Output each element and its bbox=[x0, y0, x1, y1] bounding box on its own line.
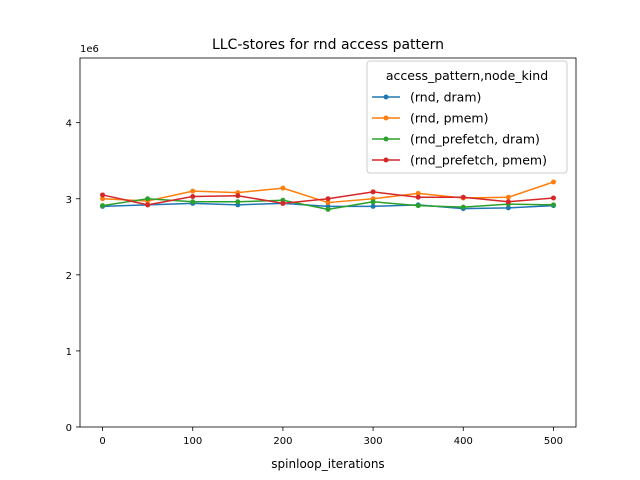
data-point bbox=[415, 203, 421, 209]
legend-title: access_pattern,node_kind bbox=[386, 68, 548, 83]
data-point bbox=[550, 195, 556, 201]
data-point bbox=[235, 199, 241, 205]
legend: access_pattern,node_kind (rnd, dram) (rnd… bbox=[366, 60, 568, 174]
chart-title: LLC-stores for rnd access pattern bbox=[212, 37, 444, 53]
data-point bbox=[550, 179, 556, 185]
data-point bbox=[415, 194, 421, 200]
data-point bbox=[505, 205, 511, 211]
plot-area: 0 100 200 300 400 500 0 1 2 3 4 bbox=[66, 57, 577, 447]
x-tick-label: 100 bbox=[183, 436, 202, 447]
data-point bbox=[460, 204, 466, 210]
y-tick-label: 0 bbox=[66, 423, 72, 434]
data-point bbox=[325, 196, 331, 202]
data-point bbox=[325, 206, 331, 212]
legend-label: (rnd_prefetch, dram) bbox=[410, 132, 540, 147]
data-point bbox=[460, 194, 466, 200]
data-point bbox=[190, 188, 196, 194]
y-tick-label: 1 bbox=[66, 347, 72, 358]
x-axis-title: spinloop_iterations bbox=[271, 457, 384, 471]
data-point bbox=[145, 202, 151, 208]
data-point bbox=[370, 203, 376, 209]
legend-label: (rnd, pmem) bbox=[410, 111, 488, 126]
data-point bbox=[505, 199, 511, 205]
legend-marker bbox=[383, 157, 389, 163]
data-point bbox=[370, 199, 376, 205]
y-tick-label: 3 bbox=[66, 195, 72, 206]
x-tick-label: 500 bbox=[544, 436, 563, 447]
data-point bbox=[145, 196, 151, 202]
legend-label: (rnd, dram) bbox=[410, 90, 481, 105]
data-point bbox=[190, 193, 196, 199]
x-tick-label: 200 bbox=[273, 436, 292, 447]
legend-marker bbox=[383, 136, 389, 142]
data-point bbox=[100, 196, 106, 202]
data-point bbox=[550, 202, 556, 208]
x-tick-label: 0 bbox=[99, 436, 105, 447]
legend-frame bbox=[366, 60, 568, 174]
data-point bbox=[280, 200, 286, 206]
data-point bbox=[280, 185, 286, 191]
data-point bbox=[100, 203, 106, 209]
data-point bbox=[505, 194, 511, 200]
data-point bbox=[235, 193, 241, 199]
y-tick-label: 4 bbox=[66, 119, 72, 130]
data-point bbox=[190, 199, 196, 205]
x-tick-label: 300 bbox=[364, 436, 383, 447]
axes-frame bbox=[79, 57, 577, 428]
data-point bbox=[100, 192, 106, 198]
data-point bbox=[415, 190, 421, 196]
legend-label: (rnd_prefetch, pmem) bbox=[410, 153, 547, 168]
data-point bbox=[370, 189, 376, 195]
legend-marker bbox=[383, 94, 389, 100]
legend-marker bbox=[383, 115, 389, 121]
x-tick-label: 400 bbox=[454, 436, 473, 447]
data-point bbox=[325, 200, 331, 206]
y-scale-label: 1e6 bbox=[80, 44, 99, 55]
y-tick-label: 2 bbox=[66, 271, 72, 282]
